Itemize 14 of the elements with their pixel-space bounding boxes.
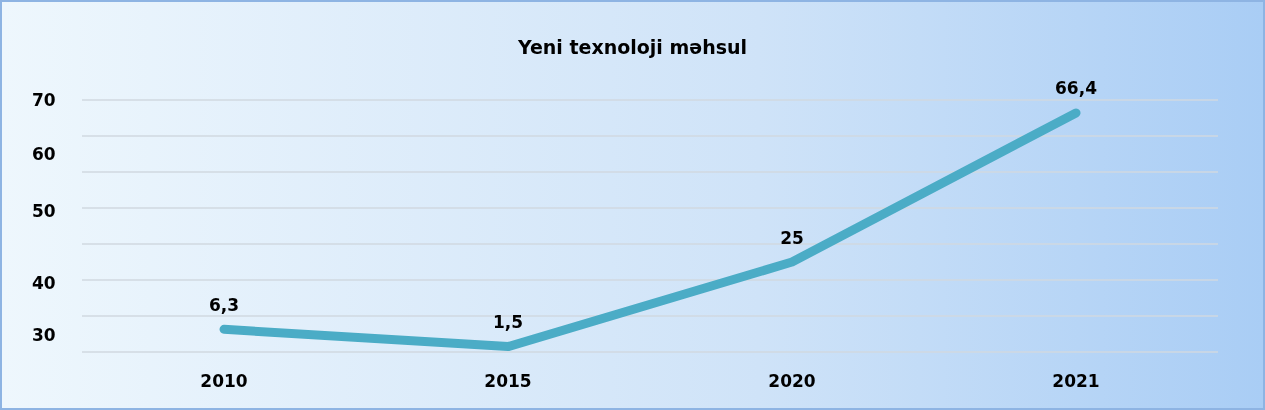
x-tick-label: 2020 [768, 370, 816, 391]
text: 70 [32, 89, 56, 110]
data-label: 25 [780, 227, 804, 248]
x-tick-label: 2010 [200, 370, 248, 391]
text: 60 [32, 143, 56, 164]
data-label: 1,5 [492, 312, 524, 333]
x-tick-label: 2021 [1052, 370, 1100, 391]
text: 40 [32, 272, 56, 293]
text: 30 [32, 324, 56, 345]
text: 50 [32, 200, 56, 221]
x-tick-label: 2015 [484, 370, 532, 391]
data-label: 6,3 [208, 294, 240, 315]
chart-title: Yeni texnoloji məhsul [516, 35, 748, 58]
data-label: 66,4 [1055, 78, 1098, 99]
